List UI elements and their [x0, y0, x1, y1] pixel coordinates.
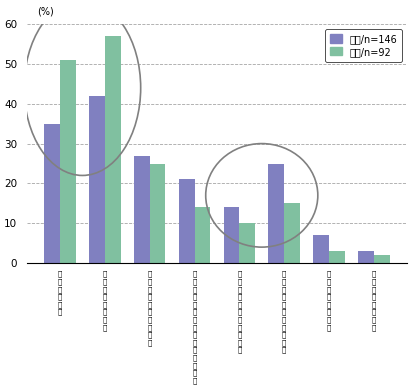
Bar	[60, 60, 76, 263]
Bar	[89, 96, 105, 263]
Legend: 都市/n=146, 地方/n=92: 都市/n=146, 地方/n=92	[325, 29, 402, 62]
Bar	[150, 163, 165, 263]
Bar	[268, 163, 284, 263]
Bar	[313, 235, 329, 263]
Bar	[134, 156, 150, 263]
Bar	[179, 179, 194, 263]
Bar	[44, 124, 60, 263]
Bar	[284, 203, 300, 263]
Bar	[239, 223, 255, 263]
Bar	[224, 207, 239, 263]
Bar	[374, 255, 390, 263]
Text: (%): (%)	[37, 6, 54, 16]
Bar	[329, 251, 345, 263]
Bar	[105, 36, 120, 263]
Bar	[358, 251, 374, 263]
Bar	[194, 207, 210, 263]
